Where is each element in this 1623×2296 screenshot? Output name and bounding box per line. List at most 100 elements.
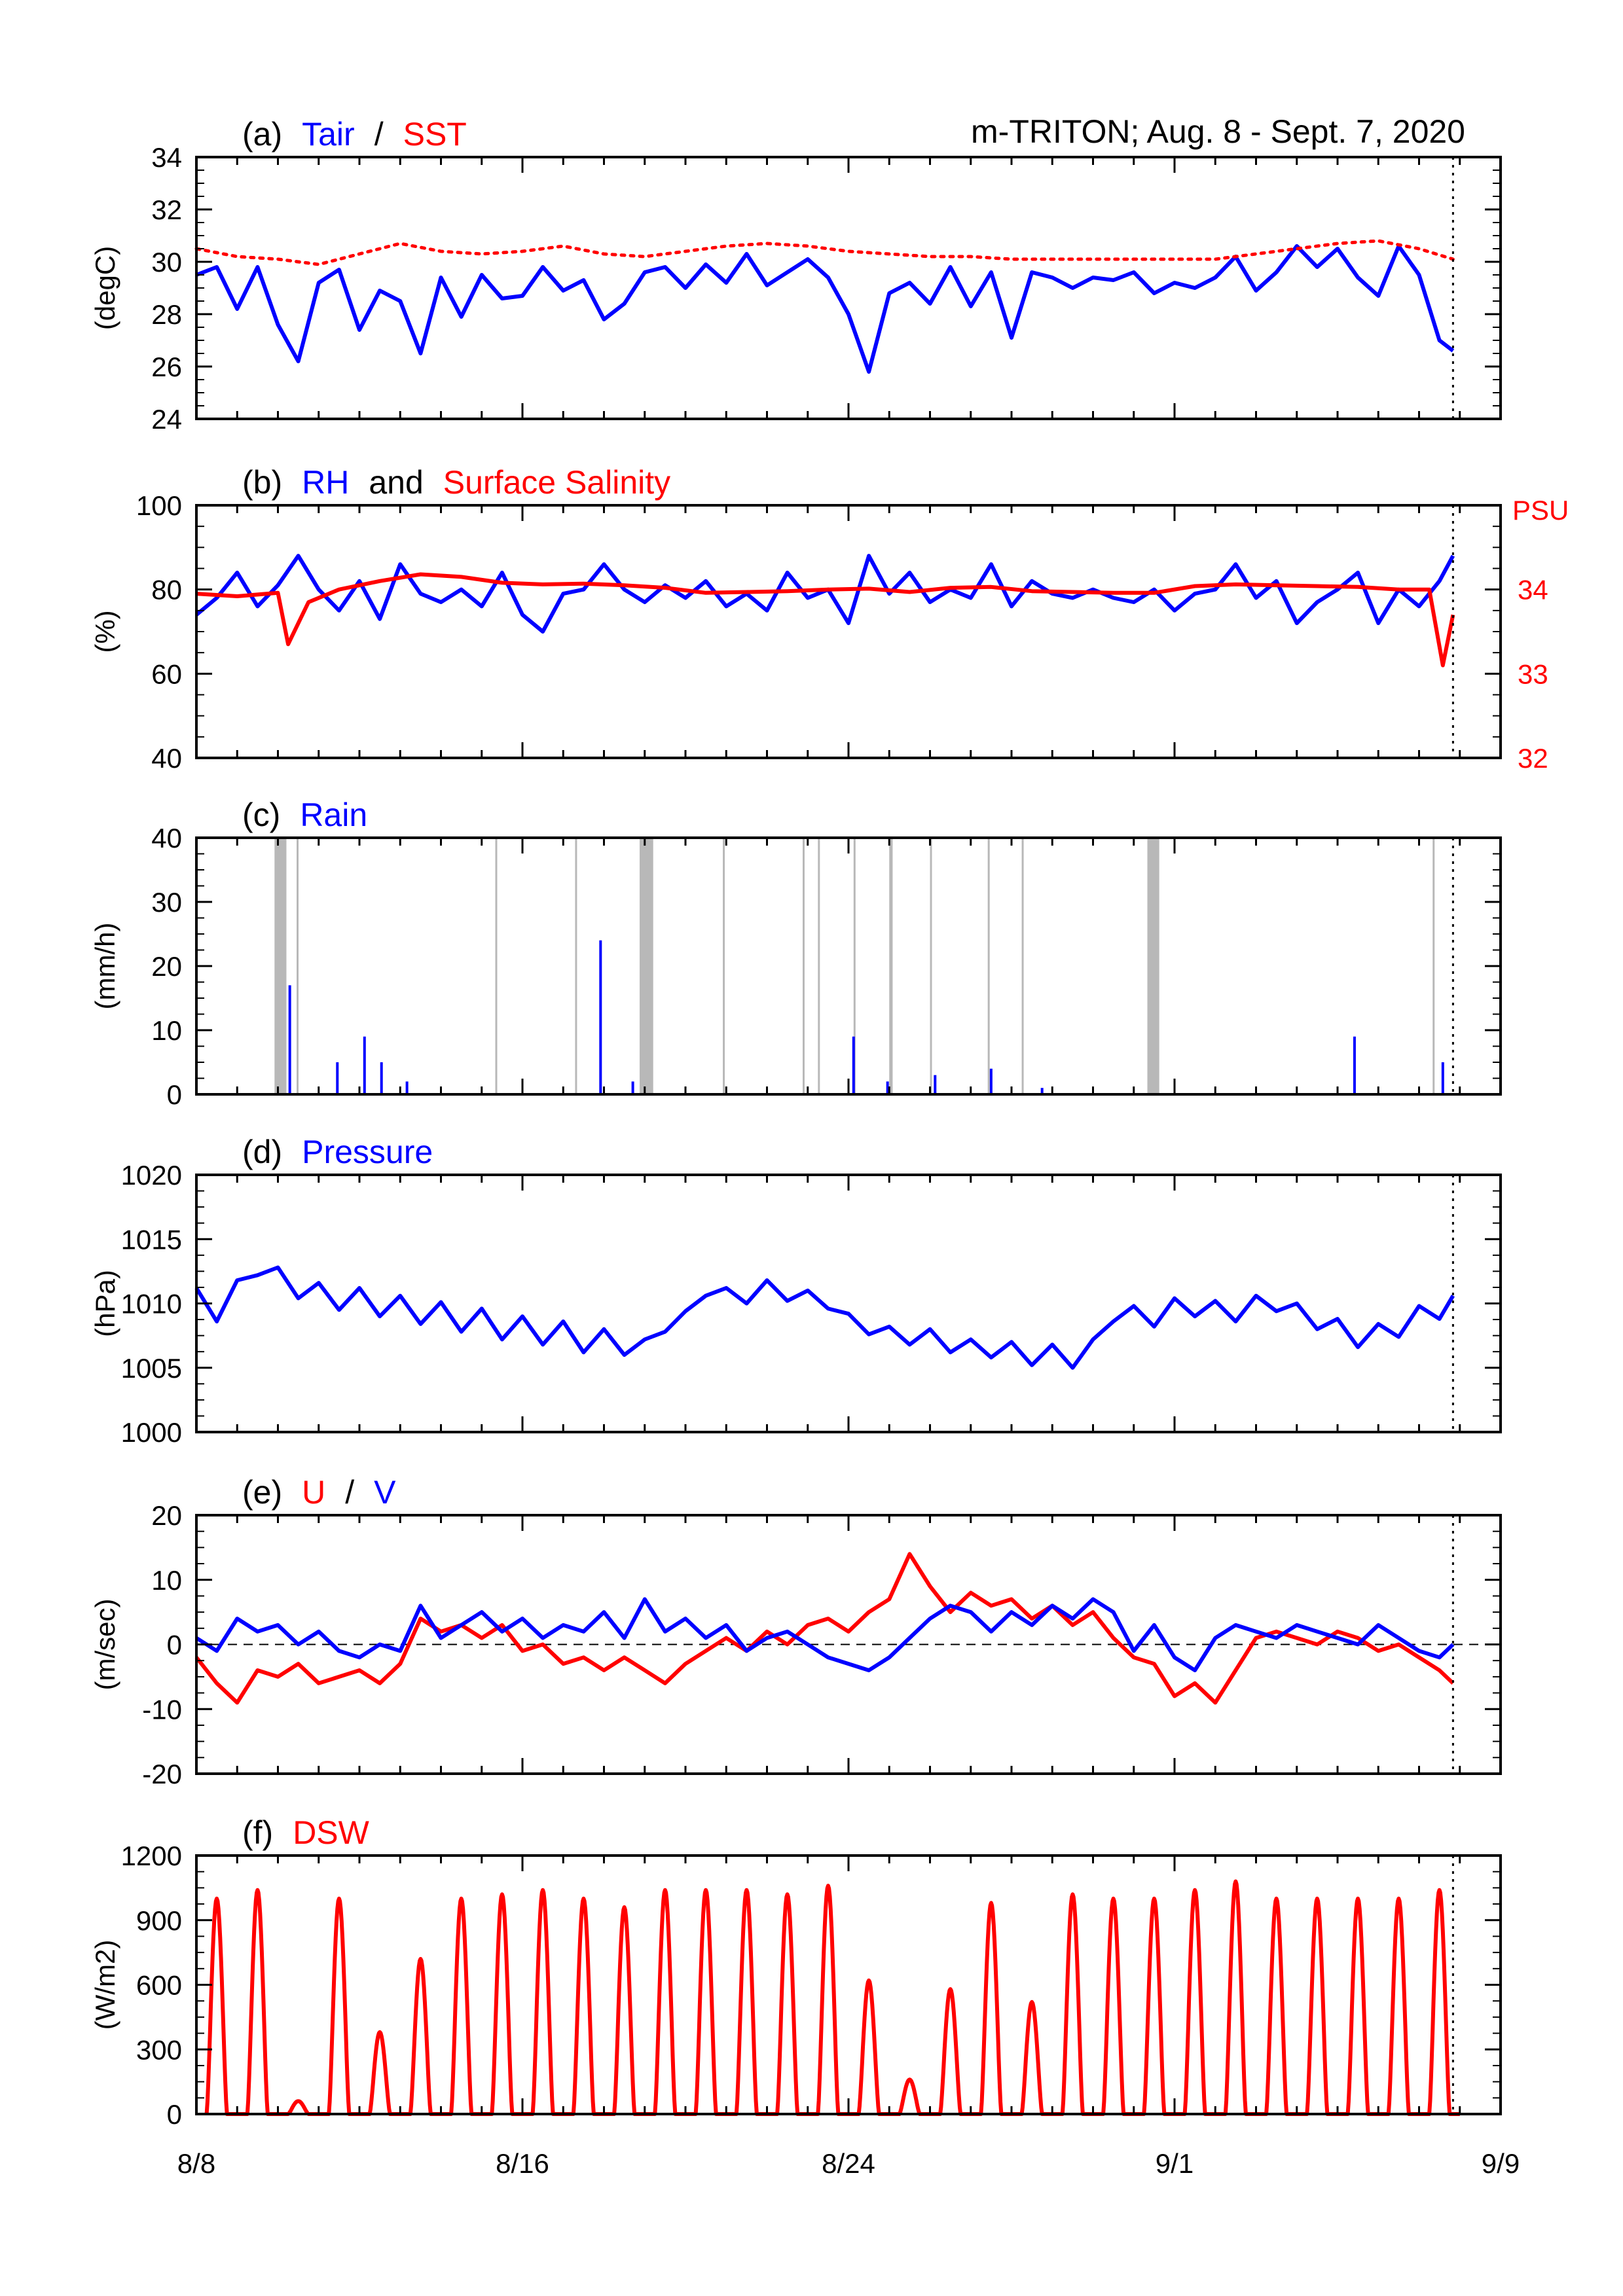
missing-data-band bbox=[802, 838, 805, 1094]
panel-label: (f) bbox=[242, 1814, 273, 1851]
panel-title: (a) Tair / SST bbox=[242, 116, 467, 152]
y-axis-label: (mm/h) bbox=[90, 923, 120, 1010]
y-tick-label: 28 bbox=[151, 299, 182, 330]
figure-title: m-TRITON; Aug. 8 - Sept. 7, 2020 bbox=[971, 113, 1465, 150]
y-tick-label: -20 bbox=[142, 1759, 182, 1789]
panel-label: (b) bbox=[242, 464, 282, 501]
y-tick-label: 0 bbox=[167, 1630, 182, 1660]
y-tick-label: 1015 bbox=[121, 1224, 182, 1255]
x-tick-label: 9/1 bbox=[1156, 2148, 1194, 2179]
panel-label: (d) bbox=[242, 1134, 282, 1170]
y-axis-label: (W/m2) bbox=[90, 1940, 120, 2030]
panel-title: (e) U / V bbox=[242, 1474, 396, 1511]
y-tick-label: 32 bbox=[151, 194, 182, 225]
y-axis-label: (%) bbox=[90, 610, 120, 653]
missing-data-band bbox=[889, 838, 893, 1094]
panel-title: (d) Pressure bbox=[242, 1134, 433, 1170]
missing-data-band bbox=[1021, 838, 1024, 1094]
x-tick-label: 9/9 bbox=[1482, 2148, 1520, 2179]
y-axis-label: (hPa) bbox=[90, 1270, 120, 1337]
y-tick-label: 24 bbox=[151, 404, 182, 435]
title-part: RH bbox=[302, 464, 349, 501]
panels: (a) Tair / SST 24 26 28 30 32 34 (degC) (b) RH and Sur… bbox=[90, 116, 1569, 2130]
panel-label: (a) bbox=[242, 116, 282, 152]
plot-frame bbox=[195, 156, 1502, 420]
missing-data-band bbox=[1147, 838, 1159, 1094]
missing-data-band bbox=[495, 838, 498, 1094]
y-tick-label: 40 bbox=[151, 743, 182, 774]
title-part: Rain bbox=[300, 797, 367, 833]
y-tick-label: 1020 bbox=[121, 1160, 182, 1191]
y-tick-label: 80 bbox=[151, 575, 182, 605]
series-rh bbox=[195, 554, 1455, 634]
y-tick-label: 0 bbox=[167, 2099, 182, 2130]
x-tick-labels: 8/8 8/16 8/24 9/1 9/9 bbox=[177, 2148, 1520, 2179]
panel-d: (d) Pressure 1000 1005 1010 1015 1020 (hPa) bbox=[90, 1134, 1502, 1448]
series-sst bbox=[194, 239, 1455, 266]
missing-data-band bbox=[987, 838, 990, 1094]
y-tick-label: 20 bbox=[151, 1500, 182, 1531]
panel-title: (f) DSW bbox=[242, 1814, 370, 1851]
title-part: Tair bbox=[302, 116, 355, 152]
missing-data-band bbox=[1432, 838, 1435, 1094]
missing-data-band bbox=[930, 838, 932, 1094]
plot-frame bbox=[195, 1854, 1502, 2115]
title-part: Surface Salinity bbox=[443, 464, 670, 501]
missing-data-band bbox=[639, 838, 653, 1094]
missing-data-band bbox=[575, 838, 577, 1094]
plot-frame bbox=[195, 836, 1502, 1096]
title-part: Pressure bbox=[302, 1134, 433, 1170]
y2-unit-label: PSU bbox=[1512, 495, 1569, 526]
x-tick-label: 8/16 bbox=[496, 2148, 549, 2179]
y-axis-label: (m/sec) bbox=[90, 1599, 120, 1691]
missing-data-band bbox=[274, 838, 287, 1094]
title-part: V bbox=[374, 1474, 396, 1511]
y-tick-label: 1000 bbox=[121, 1417, 182, 1448]
title-part: DSW bbox=[293, 1814, 369, 1851]
y-tick-label: 600 bbox=[136, 1970, 182, 2001]
y-axis-label: (degC) bbox=[90, 246, 120, 330]
y2-tick-label: 34 bbox=[1518, 575, 1548, 605]
title-part: / bbox=[345, 1474, 354, 1511]
y-tick-label: 30 bbox=[151, 247, 182, 278]
series-u bbox=[194, 1552, 1455, 1705]
series-tair bbox=[195, 244, 1455, 374]
series-v bbox=[195, 1597, 1455, 1672]
panel-f: (f) DSW 0 300 600 900 1200 (W/m2) bbox=[90, 1814, 1502, 2130]
title-part: / bbox=[374, 116, 384, 152]
panel-label: (c) bbox=[242, 797, 280, 833]
y-tick-label: 0 bbox=[167, 1079, 182, 1110]
y-tick-label: -10 bbox=[142, 1694, 182, 1725]
y-tick-label: 10 bbox=[151, 1015, 182, 1046]
y-tick-label: 26 bbox=[151, 351, 182, 382]
x-tick-label: 8/24 bbox=[822, 2148, 875, 2179]
panel-title: (c) Rain bbox=[242, 797, 367, 833]
series-surface-salinity bbox=[196, 572, 1455, 668]
y-tick-label: 60 bbox=[151, 658, 182, 689]
title-part: and bbox=[369, 464, 423, 501]
y-tick-label: 1010 bbox=[121, 1289, 182, 1319]
panel-a: (a) Tair / SST 24 26 28 30 32 34 (degC) bbox=[90, 116, 1502, 435]
y2-tick-label: 33 bbox=[1518, 658, 1548, 689]
missing-data-band bbox=[818, 838, 820, 1094]
y-tick-label: 300 bbox=[136, 2034, 182, 2065]
missing-data-band bbox=[853, 838, 856, 1094]
x-tick-label: 8/8 bbox=[177, 2148, 215, 2179]
y-tick-label: 100 bbox=[136, 490, 182, 521]
series-dsw bbox=[204, 1879, 1460, 2116]
missing-data-band bbox=[723, 838, 725, 1094]
y-tick-label: 1005 bbox=[121, 1353, 182, 1384]
panel-b: (b) RH and Surface Salinity 40 60 80 100 32 33 34 P… bbox=[90, 464, 1569, 774]
panel-title: (b) RH and Surface Salinity bbox=[242, 464, 670, 501]
title-part: SST bbox=[403, 116, 467, 152]
panel-e: (e) U / V -20 -10 0 10 20 (m/sec) bbox=[90, 1474, 1502, 1789]
y-tick-label: 30 bbox=[151, 887, 182, 918]
plot-frame bbox=[195, 504, 1502, 759]
y-tick-label: 900 bbox=[136, 1905, 182, 1936]
y-tick-label: 10 bbox=[151, 1565, 182, 1596]
missing-data-band bbox=[297, 838, 299, 1094]
series-pressure bbox=[194, 1265, 1455, 1370]
y-tick-label: 40 bbox=[151, 823, 182, 853]
panel-label: (e) bbox=[242, 1474, 282, 1511]
